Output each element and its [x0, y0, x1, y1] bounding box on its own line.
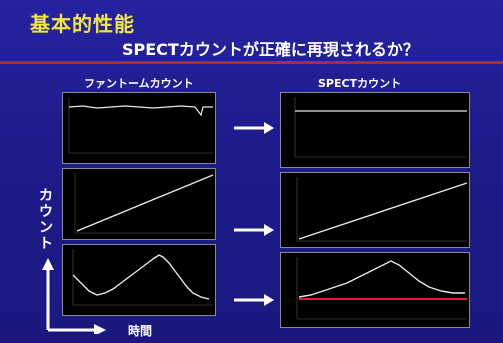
spect-flat-plot: [294, 97, 467, 158]
spect-linear-plot: [296, 177, 468, 242]
spect-peak-plot: [296, 257, 467, 320]
spect-count-heading: SPECTカウント: [318, 77, 402, 90]
slide-subtitle: SPECTカウントが正確に再現されるか？: [122, 40, 419, 59]
axis-arrows-icon: [42, 258, 106, 334]
arrow-right-icon: [234, 294, 274, 306]
phantom-flat-panel: [62, 92, 216, 164]
arrow-right-icon: [234, 224, 274, 236]
title-divider: [0, 61, 503, 64]
phantom-flat-plot: [68, 97, 213, 154]
arrow-right-icon: [234, 122, 274, 134]
spect-flat-panel: [280, 92, 470, 168]
spect-peak-panel: [280, 252, 470, 328]
phantom-linear-panel: [62, 168, 216, 240]
x-axis-label: 時間: [128, 324, 153, 338]
phantom-count-heading: ファントームカウント: [84, 77, 194, 90]
phantom-peak-panel: [62, 244, 216, 316]
slide-title: 基本的性能: [30, 12, 135, 36]
y-axis-label: カウント: [39, 188, 53, 252]
spect-linear-panel: [280, 172, 470, 248]
phantom-linear-plot: [74, 173, 214, 234]
phantom-peak-plot: [72, 249, 213, 306]
